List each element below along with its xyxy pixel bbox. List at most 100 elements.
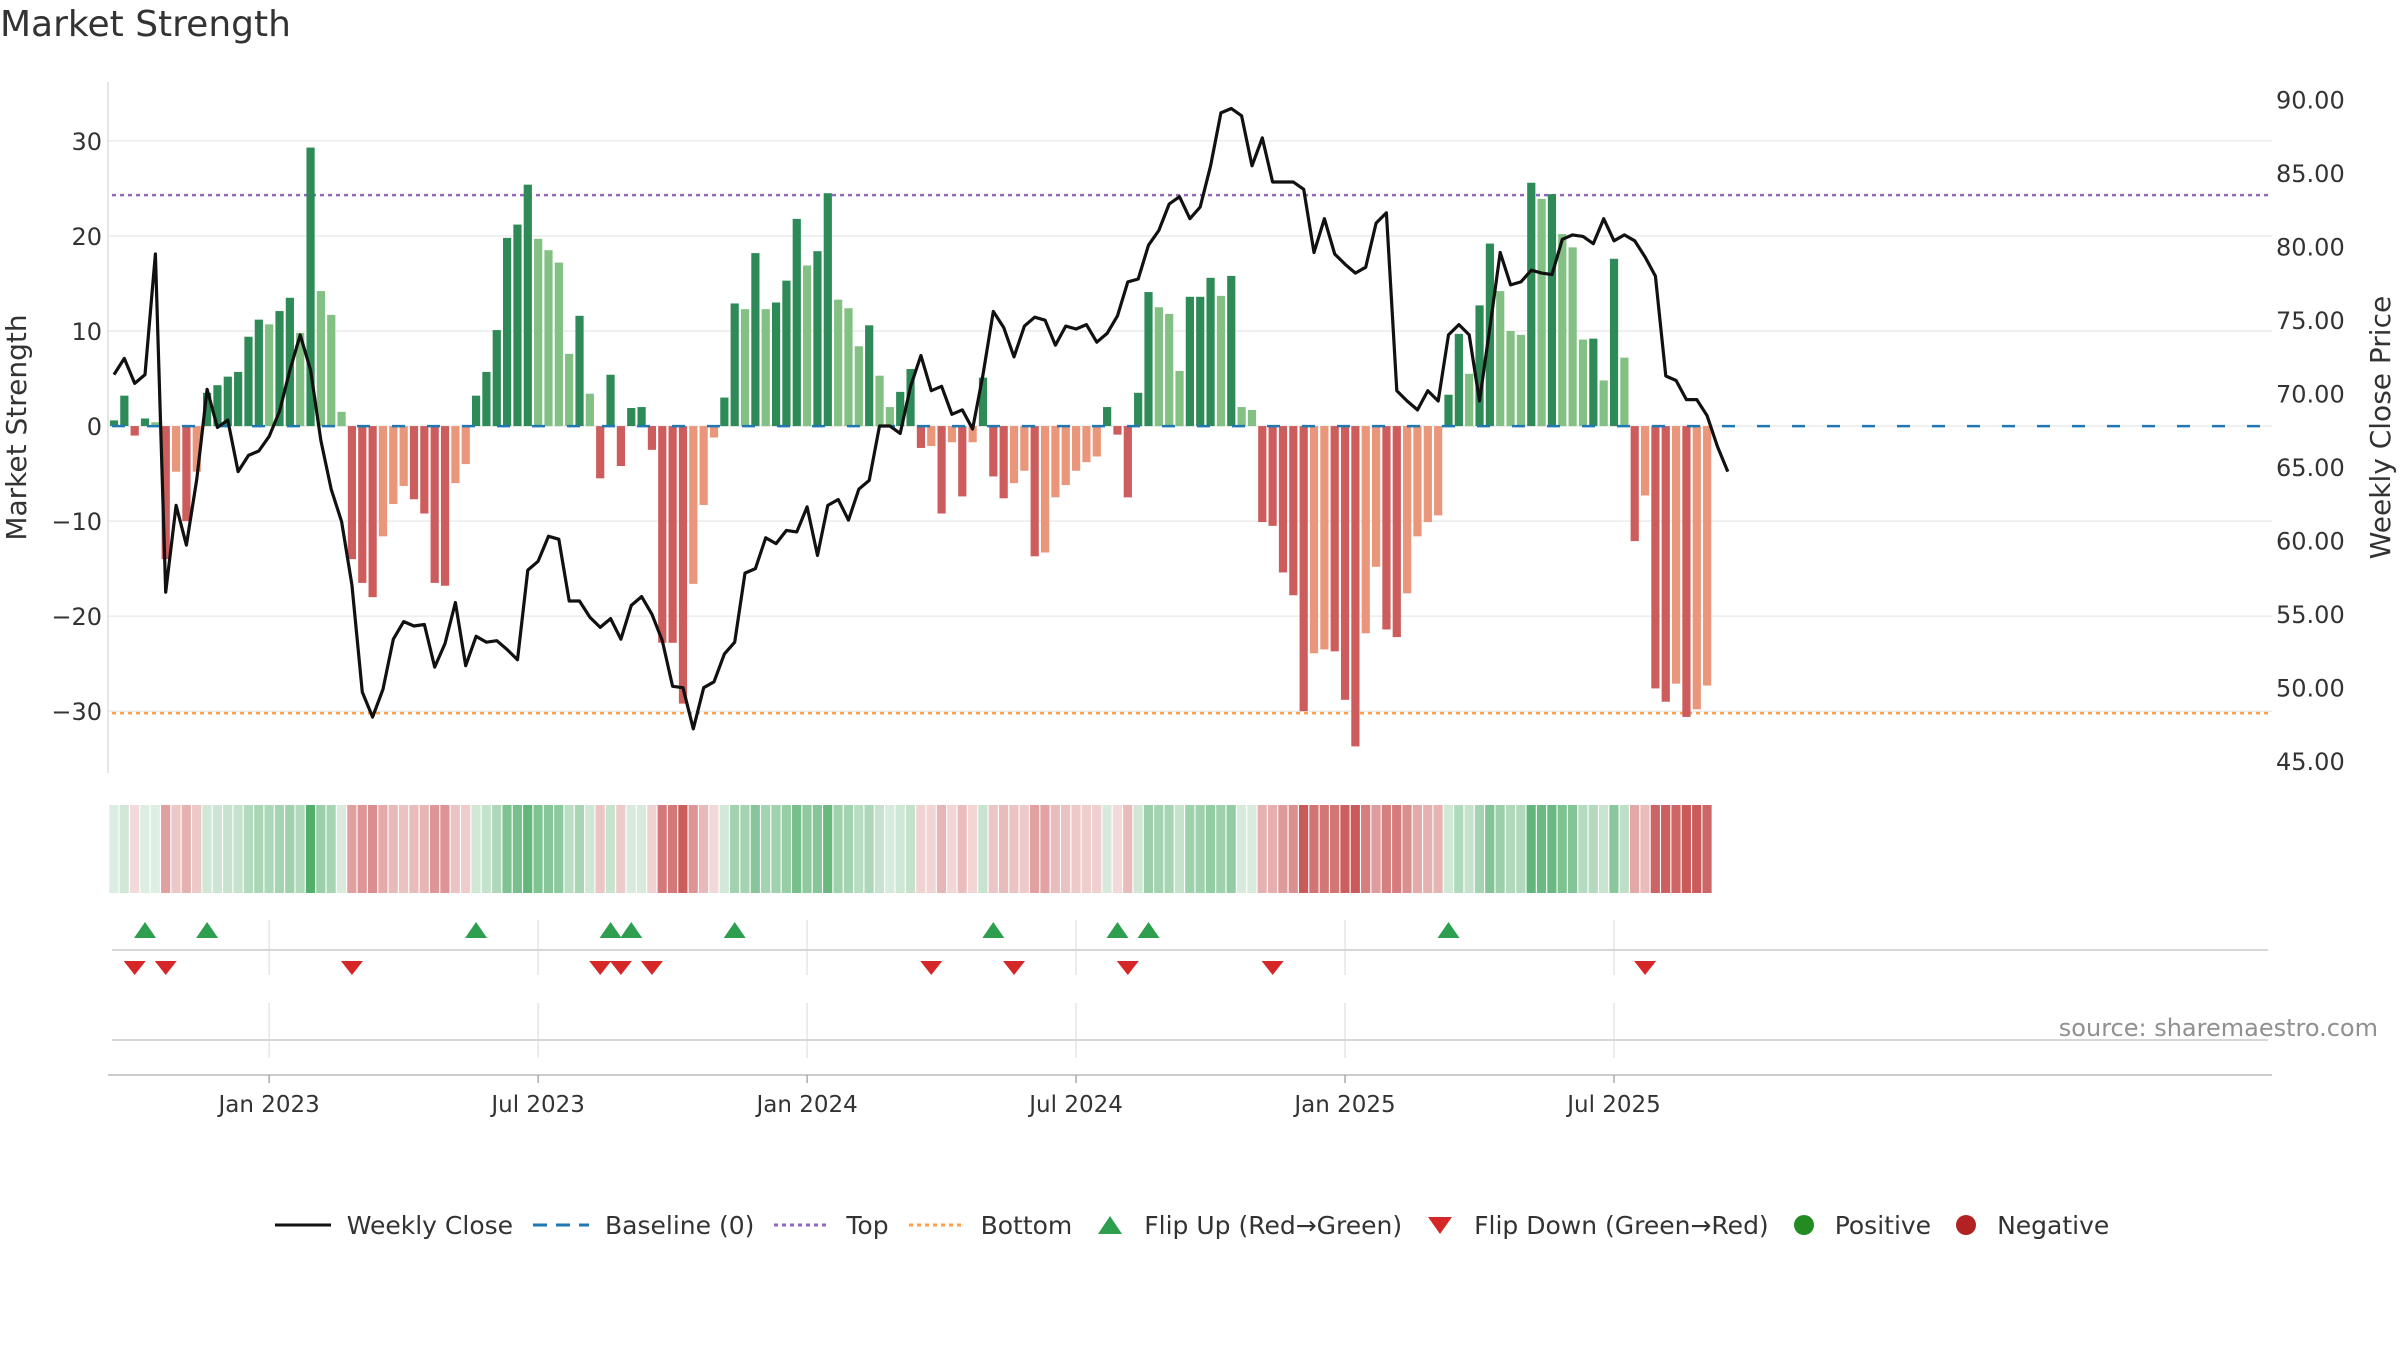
- right-tick-label: 65.00: [2276, 454, 2345, 482]
- strength-bar: [1134, 392, 1143, 427]
- heat-cell: [533, 805, 543, 893]
- heat-cell: [1516, 805, 1526, 893]
- heat-cell: [874, 805, 885, 893]
- flip-up-marker: [599, 922, 622, 938]
- heat-cell: [1392, 805, 1402, 893]
- heat-cell: [233, 805, 243, 893]
- heat-cell: [378, 805, 388, 893]
- strength-bar: [1516, 334, 1526, 427]
- strength-bar: [720, 397, 729, 427]
- strength-bar: [1568, 247, 1577, 427]
- heat-cell: [1474, 805, 1485, 893]
- x-tick-label: Jan 2023: [217, 1092, 320, 1118]
- strength-bar: [1278, 426, 1288, 573]
- heat-cell: [129, 805, 140, 893]
- strength-bar: [1103, 407, 1112, 427]
- flip-up-marker: [465, 922, 488, 938]
- strength-bar: [1392, 426, 1401, 638]
- heat-cell: [1185, 805, 1195, 893]
- strength-bar: [1620, 357, 1629, 427]
- x-tick-label: Jul 2024: [1027, 1092, 1123, 1118]
- flip-up-marker: [723, 922, 746, 938]
- heat-cell: [1009, 805, 1019, 893]
- flip-up-marker: [134, 922, 157, 938]
- legend-item-positive: Positive: [1787, 1211, 1931, 1240]
- strength-bar: [409, 426, 419, 500]
- strength-bar: [1671, 426, 1681, 684]
- heat-cell: [678, 805, 688, 893]
- strength-bar: [947, 426, 957, 443]
- flip-down-marker: [154, 961, 177, 975]
- heat-cell: [698, 805, 709, 893]
- heat-cell: [595, 805, 605, 893]
- right-tick-label: 50.00: [2276, 675, 2345, 703]
- x-tick-label: Jul 2025: [1565, 1092, 1661, 1118]
- heat-cell: [667, 805, 678, 893]
- strength-bar: [906, 369, 915, 427]
- heat-cell: [1319, 805, 1329, 893]
- heat-cell: [1412, 805, 1422, 893]
- heat-cell: [461, 805, 471, 893]
- heat-cell: [181, 805, 191, 893]
- strength-bar: [1299, 426, 1308, 712]
- strength-bar: [1123, 426, 1132, 498]
- left-tick-label: 20: [71, 223, 102, 251]
- heat-cell: [1567, 805, 1578, 893]
- strength-bar: [1351, 426, 1360, 747]
- strength-bar: [234, 371, 243, 427]
- strength-bar: [678, 426, 688, 704]
- strength-bar: [192, 426, 201, 472]
- right-tick-label: 90.00: [2276, 87, 2345, 115]
- heat-cell: [936, 805, 947, 893]
- strength-bar: [213, 385, 222, 427]
- left-tick-label: −20: [51, 603, 102, 631]
- strength-bar: [1589, 338, 1598, 427]
- strength-bar: [275, 311, 284, 427]
- legend-baseline-label: Baseline (0): [605, 1210, 755, 1240]
- right-tick-label: 80.00: [2276, 234, 2345, 262]
- strength-bar: [937, 426, 946, 514]
- heat-cell: [398, 805, 409, 893]
- heat-cell: [1671, 805, 1681, 893]
- strength-bar: [389, 426, 398, 505]
- heat-cell: [347, 805, 357, 893]
- strength-bar: [265, 324, 274, 427]
- heat-cell: [1681, 805, 1691, 893]
- flip-up-marker: [1106, 922, 1129, 938]
- strength-bar: [327, 314, 336, 427]
- heat-cell: [657, 805, 667, 893]
- heat-cell: [1081, 805, 1091, 893]
- heat-cell: [1030, 805, 1040, 893]
- strength-bar: [865, 325, 874, 427]
- heat-cell: [1123, 805, 1133, 893]
- strength-bar: [171, 426, 181, 472]
- reference-lines: [112, 193, 2272, 715]
- heat-cell: [647, 805, 657, 893]
- strength-bar: [182, 426, 191, 522]
- strength-bar: [1185, 296, 1194, 427]
- heat-cell: [1205, 805, 1216, 893]
- left-tick-label: 10: [71, 318, 102, 346]
- strength-bar: [161, 426, 170, 560]
- heat-cell: [274, 805, 285, 893]
- strength-bar: [1371, 426, 1381, 567]
- legend-positive-dot-icon: [1793, 1215, 1814, 1235]
- strength-bar: [203, 392, 212, 427]
- strength-bar: [1092, 426, 1101, 457]
- strength-bar: [1640, 426, 1650, 496]
- heat-cell: [388, 805, 398, 893]
- strength-bar: [761, 309, 770, 427]
- strength-bar: [1030, 426, 1039, 557]
- heat-cell: [967, 805, 978, 893]
- strength-bar: [1165, 313, 1174, 427]
- heat-cell: [616, 805, 626, 893]
- heat-cell: [564, 805, 574, 893]
- legend: Weekly Close Baseline (0) Top Bottom Fli…: [0, 1205, 2400, 1245]
- strength-bar: [1682, 426, 1691, 717]
- heat-cell: [367, 805, 378, 893]
- strength-bar: [358, 426, 367, 583]
- heat-cell: [161, 805, 171, 893]
- heat-cell: [554, 805, 564, 893]
- strength-bar: [296, 332, 305, 427]
- heat-cell: [947, 805, 957, 893]
